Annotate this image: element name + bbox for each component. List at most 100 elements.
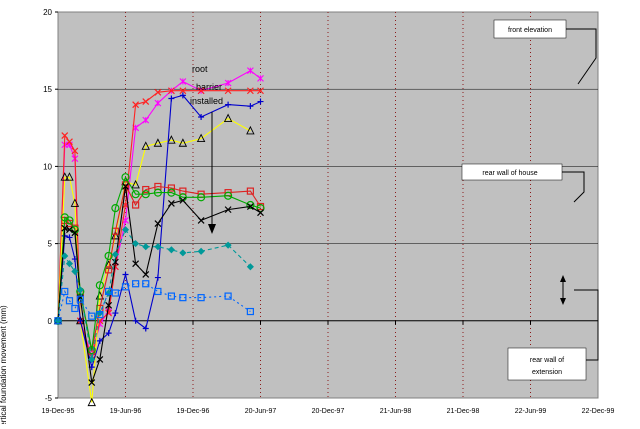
point-s8-2 [65,260,74,268]
point-s5-7 [105,266,113,274]
point-s8-5 [88,355,96,363]
point-s7-3 [71,229,79,237]
point-s9-7 [105,287,113,296]
point-s8-10 [132,240,140,248]
point-s9-4 [76,295,84,303]
point-s9-0 [54,317,62,325]
x-tick-label-1: 19-Jun-96 [110,408,142,415]
rear-wall-extension-line1: rear wall of [530,357,564,364]
point-s7-5 [88,379,96,386]
point-s6-5 [87,346,96,355]
y-tick-label-4: 15 [43,85,52,94]
point-s4-4 [77,317,84,324]
root-barrier-line2: barrier [196,82,222,92]
point-s7-6 [96,355,104,363]
point-s8-17 [246,263,254,271]
point-s1-14 [179,78,187,85]
point-s9-3 [71,304,79,313]
point-s1-11 [142,116,150,124]
point-s9-10 [132,280,140,288]
point-s4-8 [112,310,119,317]
point-s2-17 [246,87,254,95]
point-s7-16 [224,206,232,214]
point-s2-15 [197,87,205,95]
rear-wall-extension-leader [574,289,599,361]
rear-wall-house-leader [562,171,585,203]
point-s8-1 [61,252,69,260]
point-s8-11 [142,243,150,251]
point-s8-15 [197,247,205,255]
point-s9-15 [197,294,205,302]
point-s8-12 [154,243,162,251]
point-s2-3 [71,147,79,155]
point-s2-11 [142,98,150,105]
point-s6-15 [197,193,206,202]
point-s7-11 [142,271,150,278]
point-s3-3 [70,198,80,207]
point-s7-7 [105,301,113,309]
point-s9-14 [179,294,187,302]
x-tick-label-3: 20-Jun-97 [245,408,277,415]
point-s3-16 [223,113,233,122]
front-elevation-label: front elevation [508,27,552,34]
rear-wall-house-label: rear wall of house [482,170,537,177]
point-s2-10 [132,101,140,109]
point-s4-18 [257,98,264,105]
point-s8-8 [111,250,119,258]
point-s3-12 [153,138,163,147]
point-s6-18 [256,203,265,213]
y-tick-label-5: 20 [43,8,52,17]
point-s3-17 [246,125,255,135]
point-s8-13 [167,246,175,254]
point-s7-1 [61,224,69,232]
point-s7-17 [246,203,254,210]
point-s4-10 [132,317,139,324]
point-s1-16 [224,79,232,87]
point-s4-16 [225,101,232,108]
point-s1-2 [66,141,73,149]
point-s3-10 [131,179,140,189]
point-s7-8 [111,258,119,266]
point-s4-11 [142,325,149,332]
point-s9-5 [88,312,96,320]
point-s8-9 [121,226,130,234]
point-s2-14 [179,87,187,95]
y-tick-label-1: 0 [48,317,53,326]
point-s4-9 [122,271,129,278]
point-s3-1 [60,172,69,181]
point-s8-3 [71,267,79,275]
point-s9-1 [61,287,69,296]
series-s9 [54,280,254,325]
point-s3-15 [196,133,206,143]
point-s3-5 [87,397,96,407]
point-s7-12 [154,220,162,227]
point-s9-8 [111,289,119,297]
point-s7-15 [197,217,205,224]
point-s6-8 [111,203,120,213]
point-s6-17 [246,200,255,210]
point-s9-9 [121,283,130,291]
x-tick-label-5: 21-Jun-98 [380,408,412,415]
x-tick-label-4: 20-Dec-97 [312,408,345,415]
point-s8-14 [179,249,187,257]
point-s2-16 [224,87,232,95]
point-s4-6 [96,337,103,344]
point-s6-12 [153,188,162,197]
point-s5-17 [246,187,254,195]
point-s1-18 [257,75,264,82]
double-arrow-up-head [560,275,566,282]
x-tick-label-8: 22-Dec-99 [582,408,615,415]
point-s8-16 [224,241,232,249]
series-line-s6 [57,175,261,351]
point-s4-15 [198,113,205,120]
point-s5-13 [167,184,175,192]
y-tick-label-3: 10 [43,162,52,171]
point-s7-2 [66,226,73,234]
root-barrier-line3: installed [190,96,223,106]
front-elevation-leader [566,28,597,85]
point-s9-2 [65,297,74,305]
point-s6-11 [141,190,150,199]
point-s3-11 [141,141,150,150]
point-s9-12 [154,287,162,296]
